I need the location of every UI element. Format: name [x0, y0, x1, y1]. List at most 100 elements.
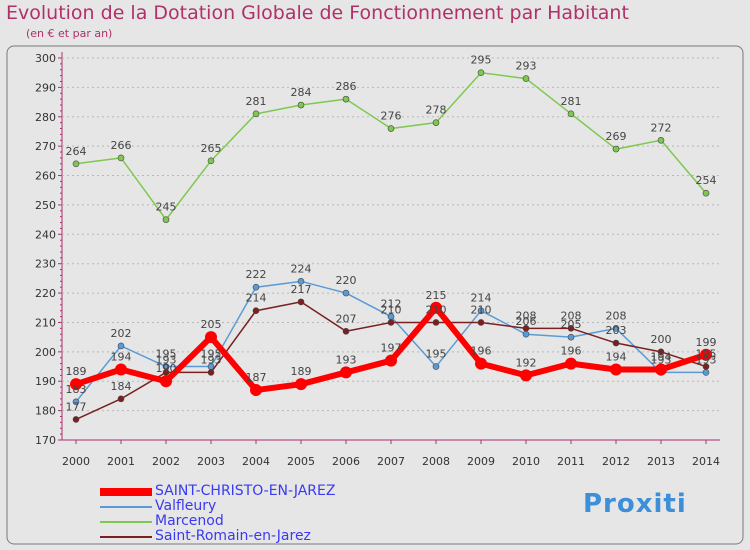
x-tick-label: 2008 — [422, 455, 450, 468]
data-point — [522, 325, 530, 332]
data-label: 194 — [606, 350, 627, 363]
outer-border — [6, 45, 744, 545]
data-point — [567, 325, 575, 332]
data-label: 200 — [651, 333, 672, 346]
data-label: 184 — [111, 380, 132, 393]
data-label: 207 — [336, 312, 357, 325]
chart-title: Evolution de la Dotation Globale de Fonc… — [6, 2, 629, 24]
x-tick-label: 2012 — [602, 455, 630, 468]
y-tick-label: 270 — [35, 140, 56, 153]
data-point — [160, 375, 172, 388]
data-label: 210 — [426, 303, 447, 316]
data-label: 278 — [426, 104, 447, 117]
x-tick-label: 2004 — [242, 455, 270, 468]
data-point — [207, 157, 215, 165]
data-label: 210 — [471, 303, 492, 316]
data-label: 208 — [606, 309, 627, 322]
y-tick-label: 200 — [35, 346, 56, 359]
data-point — [70, 378, 82, 391]
data-point — [702, 189, 710, 197]
data-point — [432, 319, 440, 326]
y-tick-label: 170 — [35, 434, 56, 447]
legend-swatch — [100, 506, 152, 508]
x-tick-label: 2009 — [467, 455, 495, 468]
data-point — [475, 357, 487, 370]
data-point — [342, 327, 350, 335]
data-label: 284 — [291, 86, 312, 99]
data-label: 208 — [516, 309, 537, 322]
data-label: 193 — [156, 353, 177, 366]
x-axis: 2000 2001 2002 2003 2004 2005 2006 2007 2008 2009… — [62, 440, 720, 468]
data-label: 192 — [516, 356, 537, 369]
data-point — [655, 363, 667, 376]
x-tick-label: 2014 — [692, 455, 720, 468]
data-point — [72, 398, 80, 406]
x-tick-label: 2003 — [197, 455, 225, 468]
data-label: 281 — [561, 95, 582, 108]
brand-logo: Proxiti — [583, 489, 687, 519]
data-point — [252, 283, 260, 291]
data-label: 266 — [111, 139, 132, 152]
data-label: 205 — [561, 318, 582, 331]
data-point — [702, 363, 710, 370]
data-label: 210 — [381, 303, 402, 316]
data-label: 194 — [111, 350, 132, 363]
y-tick-label: 240 — [35, 228, 56, 241]
data-label: 272 — [651, 121, 672, 134]
legend-label: SAINT-CHRISTO-EN-JAREZ — [155, 483, 336, 499]
data-label: 245 — [156, 201, 177, 214]
data-point — [430, 301, 442, 314]
data-point — [565, 357, 577, 370]
data-label: 214 — [246, 292, 267, 305]
data-point — [567, 110, 575, 118]
data-point — [297, 298, 305, 306]
x-tick-label: 2010 — [512, 455, 540, 468]
data-label: 194 — [651, 350, 672, 363]
data-label: 199 — [696, 336, 717, 349]
x-tick-label: 2002 — [152, 455, 180, 468]
data-label: 264 — [66, 145, 87, 158]
legend-swatch — [100, 488, 152, 496]
data-point — [297, 278, 305, 285]
data-point — [522, 75, 530, 82]
x-tick-label: 2005 — [287, 455, 315, 468]
data-label: 214 — [471, 292, 492, 305]
data-label: 295 — [471, 54, 492, 67]
y-axis: 170 180 190 200 210 220 230 240 250 260 270 280 290 3… — [35, 52, 62, 447]
data-label: 189 — [291, 365, 312, 378]
data-point — [115, 363, 127, 376]
data-label: 196 — [561, 345, 582, 358]
data-point — [700, 348, 712, 361]
data-label: 195 — [696, 348, 717, 361]
y-tick-label: 290 — [35, 81, 56, 94]
data-point — [117, 342, 125, 350]
legend-swatch — [100, 536, 152, 538]
series-saint-romain-en-jarez — [72, 298, 710, 423]
data-label: 193 — [201, 353, 222, 366]
data-point — [340, 366, 352, 379]
data-label: 254 — [696, 174, 717, 187]
data-point — [385, 354, 397, 367]
data-point — [432, 363, 440, 370]
data-label: 276 — [381, 110, 402, 123]
x-tick-label: 2006 — [332, 455, 360, 468]
data-point — [612, 325, 620, 332]
data-point — [250, 384, 262, 397]
series-saint-christo-en-jarez — [70, 301, 712, 397]
y-tick-label: 250 — [35, 199, 56, 212]
data-point — [612, 145, 620, 153]
data-label: 208 — [561, 309, 582, 322]
data-label: 265 — [201, 142, 222, 155]
data-label: 206 — [516, 315, 537, 328]
y-tick-label: 210 — [35, 316, 56, 329]
legend-swatch — [100, 521, 152, 523]
data-point — [657, 136, 665, 144]
data-point — [342, 289, 350, 297]
chart-subtitle: (en € et par an) — [26, 27, 113, 40]
data-point — [477, 319, 485, 326]
y-tick-label: 220 — [35, 287, 56, 300]
data-point — [72, 416, 80, 423]
data-label: 190 — [156, 362, 177, 375]
